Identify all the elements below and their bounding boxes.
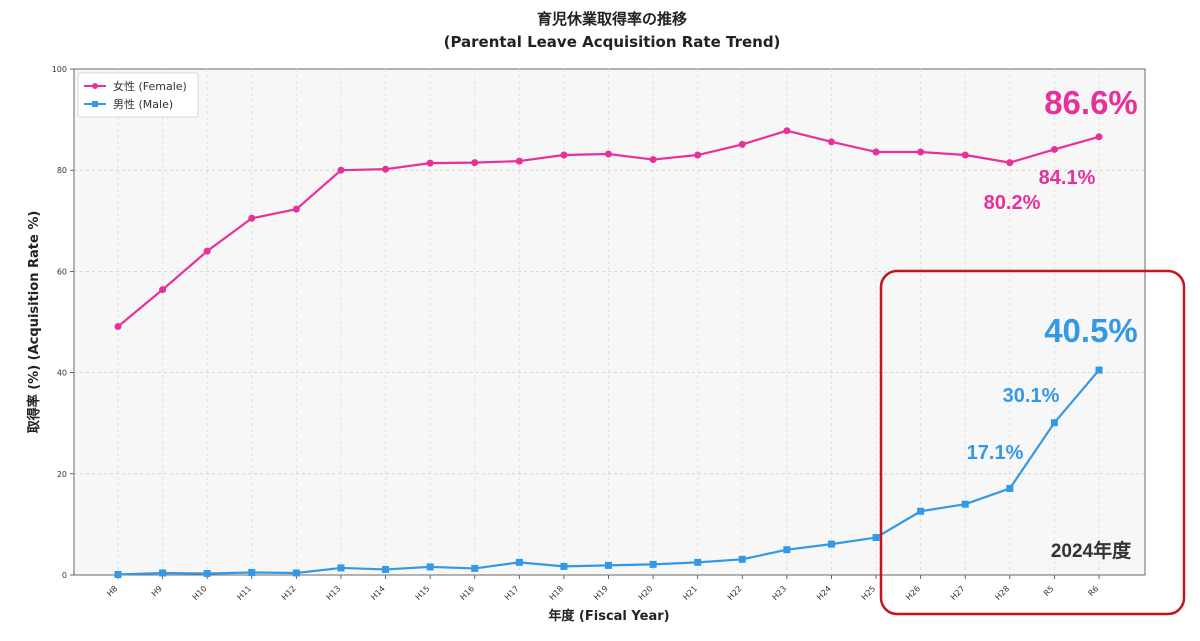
x-tick-label: H11 bbox=[235, 584, 253, 602]
series-layer bbox=[114, 127, 1103, 578]
x-tick-label: H16 bbox=[458, 584, 476, 602]
series-female-point bbox=[649, 156, 657, 164]
series-male-point bbox=[694, 558, 702, 566]
x-tick-label: H10 bbox=[191, 584, 209, 602]
legend-male-marker bbox=[92, 101, 98, 107]
series-female-point bbox=[694, 151, 702, 159]
y-tick-label: 0 bbox=[62, 571, 67, 580]
series-male-point bbox=[1006, 484, 1014, 492]
series-male-point bbox=[426, 563, 434, 571]
series-male-point bbox=[783, 546, 791, 554]
annotation-male-h28: 17.1% bbox=[967, 442, 1024, 464]
series-male-point bbox=[605, 561, 612, 569]
x-tick-label: H25 bbox=[860, 584, 878, 602]
y-tick-label: 80 bbox=[57, 166, 67, 175]
series-female-point bbox=[1095, 133, 1103, 141]
y-tick-label: 40 bbox=[57, 369, 67, 378]
x-tick-label: R5 bbox=[1042, 584, 1056, 598]
y-tick-label: 60 bbox=[57, 267, 67, 276]
series-female-point bbox=[827, 138, 835, 146]
series-female-point bbox=[961, 151, 969, 159]
series-female-point bbox=[203, 247, 211, 255]
x-tick-label: H22 bbox=[726, 584, 744, 602]
series-female-point bbox=[783, 127, 791, 135]
x-tick-label: R6 bbox=[1087, 584, 1101, 598]
series-female-point bbox=[872, 148, 880, 156]
x-tick-label: H27 bbox=[949, 584, 967, 602]
x-tick-label: H21 bbox=[681, 584, 699, 602]
series-female-point bbox=[114, 323, 122, 331]
series-male-point bbox=[203, 569, 211, 577]
annotation-male-r5: 30.1% bbox=[1003, 385, 1060, 407]
x-tick-label: H26 bbox=[904, 584, 922, 602]
legend-female-marker bbox=[92, 83, 98, 89]
legend-female-label: 女性 (Female) bbox=[113, 79, 187, 93]
highlight-box bbox=[879, 269, 1186, 616]
series-female-point bbox=[426, 159, 434, 167]
series-female-point bbox=[1006, 159, 1014, 167]
series-female-point bbox=[337, 166, 345, 174]
series-male-point bbox=[872, 534, 880, 542]
series-male-point bbox=[961, 500, 969, 508]
legend: 女性 (Female) 男性 (Male) bbox=[77, 72, 199, 118]
series-male-point bbox=[337, 564, 345, 572]
series-female-point bbox=[382, 165, 390, 173]
x-tick-label: H14 bbox=[369, 584, 387, 602]
annotation-female-h28: 80.2% bbox=[984, 192, 1041, 214]
series-female-point bbox=[292, 205, 300, 213]
series-male-point bbox=[649, 560, 657, 568]
x-tick-label: H8 bbox=[105, 584, 119, 598]
series-female-point bbox=[560, 151, 568, 159]
chart-title: 育児休業取得率の推移 bbox=[537, 10, 687, 28]
series-male-point bbox=[248, 568, 256, 576]
chart-subtitle: (Parental Leave Acquisition Rate Trend) bbox=[444, 33, 781, 51]
series-male-point bbox=[827, 540, 835, 548]
series-male-point bbox=[159, 569, 167, 577]
series-female-point bbox=[738, 140, 746, 148]
y-tick-label: 100 bbox=[52, 65, 67, 74]
y-axis: 0 20 40 60 80 100 bbox=[52, 65, 74, 580]
legend-male-label: 男性 (Male) bbox=[113, 97, 173, 111]
annotation-fiscal-year: 2024年度 bbox=[1051, 539, 1132, 562]
x-tick-label: H20 bbox=[637, 584, 655, 602]
series-male-point bbox=[114, 570, 122, 578]
x-tick-label: H12 bbox=[280, 584, 298, 602]
x-tick-label: H18 bbox=[548, 584, 566, 602]
annotation-female-r5: 84.1% bbox=[1039, 167, 1096, 189]
series-female-point bbox=[471, 159, 479, 167]
x-tick-label: H13 bbox=[325, 584, 343, 602]
series-female-point bbox=[605, 150, 612, 158]
series-male-point bbox=[515, 558, 523, 566]
x-tick-label: H23 bbox=[770, 584, 788, 602]
y-axis-label: 取得率 (%) (Acquisition Rate %) bbox=[26, 211, 42, 434]
series-male-point bbox=[292, 569, 300, 577]
series-male-point bbox=[382, 565, 390, 573]
series-male-point bbox=[471, 564, 479, 572]
x-tick-label: H19 bbox=[592, 584, 610, 602]
series-male-point bbox=[1095, 366, 1103, 374]
legend-box bbox=[77, 72, 199, 118]
series-male-point bbox=[1050, 419, 1058, 427]
annotation-male-r6: 40.5% bbox=[1044, 312, 1138, 349]
y-tick-label: 20 bbox=[57, 470, 67, 479]
annotation-female-r6: 86.6% bbox=[1044, 84, 1138, 121]
series-male-point bbox=[738, 555, 746, 563]
series-female-point bbox=[917, 148, 925, 156]
series-female-point bbox=[248, 214, 256, 222]
x-axis-label: 年度 (Fiscal Year) bbox=[548, 608, 669, 624]
plot-area bbox=[73, 68, 1146, 576]
x-tick-label: H28 bbox=[993, 584, 1011, 602]
x-tick-label: H17 bbox=[503, 584, 521, 602]
series-male-point bbox=[560, 562, 568, 570]
x-tick-label: H15 bbox=[414, 584, 432, 602]
series-female-point bbox=[159, 286, 167, 294]
x-axis: H8 H9 H10 H11 H12 H13 H14 H15 H16 H17 H18 H19 H20 H21… bbox=[105, 575, 1100, 602]
series-female-point bbox=[1050, 145, 1058, 153]
series-male-point bbox=[917, 507, 925, 515]
x-tick-label: H24 bbox=[815, 584, 833, 602]
series-female-point bbox=[515, 157, 523, 165]
x-tick-label: H9 bbox=[150, 584, 164, 598]
